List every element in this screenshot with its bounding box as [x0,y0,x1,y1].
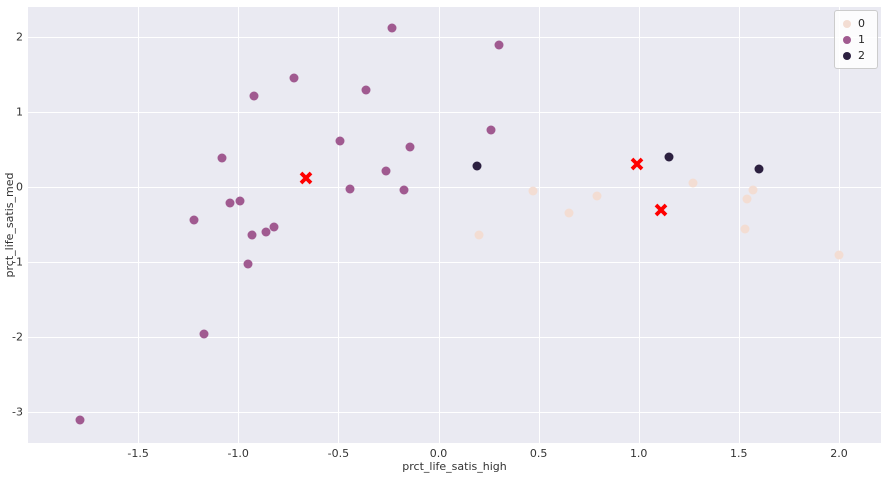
gridline-horizontal [28,187,881,189]
y-tick-label: -2 [12,330,23,344]
centroid-marker [630,157,644,171]
data-point-cluster-1 [361,85,371,94]
legend-swatch-icon [843,35,851,44]
legend-label: 0 [858,17,865,30]
y-tick-label: -1 [12,255,23,269]
data-point-cluster-1 [335,136,345,146]
legend-item-0: 0 [843,17,865,30]
gridline-vertical [638,7,640,443]
data-point-cluster-1 [75,415,85,425]
legend-swatch-icon [843,19,851,28]
gridline-horizontal [28,112,881,114]
data-point-cluster-1 [381,166,391,176]
gridline-horizontal [28,412,881,414]
data-point-cluster-2 [472,161,481,171]
gridline-vertical [839,7,840,443]
centroid-x-icon [654,204,668,217]
gridline-horizontal [28,337,881,339]
x-tick-label: 0.0 [429,447,448,460]
y-tick-label: -3 [12,405,23,419]
y-tick-label: 0 [16,180,23,194]
data-point-cluster-1 [217,153,227,163]
x-tick-label: 2.0 [830,447,848,460]
data-point-cluster-0 [742,194,752,204]
legend-swatch-icon [843,51,851,60]
x-tick-label: -0.5 [327,447,350,460]
centroid-marker [299,171,313,185]
x-tick-label: -1.0 [227,447,249,460]
data-point-cluster-1 [189,215,199,225]
data-point-cluster-2 [664,152,674,162]
data-point-cluster-1 [399,185,409,195]
data-point-cluster-1 [387,23,397,33]
data-point-cluster-1 [405,142,415,152]
x-tick-label: -1.5 [127,447,149,460]
centroid-marker [654,203,668,217]
data-point-cluster-0 [474,230,483,240]
data-point-cluster-0 [740,224,750,234]
centroid-x-icon [630,157,644,171]
data-point-cluster-1 [269,222,279,232]
x-tick-label: 1.5 [730,447,748,460]
gridline-vertical [338,7,340,443]
data-point-cluster-0 [564,208,574,218]
gridline-horizontal [28,262,881,264]
x-tick-label: 0.5 [529,447,548,460]
data-point-cluster-1 [261,227,271,237]
gridline-vertical [738,7,740,443]
data-point-cluster-1 [225,198,235,208]
data-point-cluster-1 [235,196,245,206]
x-axis-label: prct_life_satis_high [402,460,507,473]
legend-label: 2 [858,49,865,62]
data-point-cluster-1 [486,125,495,135]
y-axis-label: prct_life_satis_med [3,172,16,278]
data-point-cluster-1 [249,91,259,101]
gridline-horizontal [28,37,881,38]
data-point-cluster-0 [834,250,844,260]
data-point-cluster-1 [345,184,355,194]
data-point-cluster-1 [494,40,504,49]
data-point-cluster-1 [247,230,257,240]
data-point-cluster-1 [289,73,299,83]
legend-label: 1 [858,33,865,46]
data-point-cluster-0 [688,178,698,188]
gridline-vertical [238,7,240,443]
gridline-vertical [138,7,140,443]
legend-item-2: 2 [843,49,865,62]
legend: 0 1 2 [834,10,878,69]
data-point-cluster-2 [754,164,764,174]
x-tick-label: 1.0 [629,447,648,460]
data-point-cluster-0 [592,191,602,201]
data-point-cluster-1 [243,259,253,269]
data-point-cluster-0 [748,185,758,195]
gridline-vertical [538,7,540,443]
plot-area [28,7,881,443]
centroid-x-icon [299,171,313,185]
legend-item-1: 1 [843,33,865,46]
data-point-cluster-0 [528,186,538,196]
y-tick-label: 2 [16,30,23,44]
data-point-cluster-1 [199,329,209,339]
y-tick-label: 1 [16,105,23,119]
gridline-vertical [438,7,440,443]
